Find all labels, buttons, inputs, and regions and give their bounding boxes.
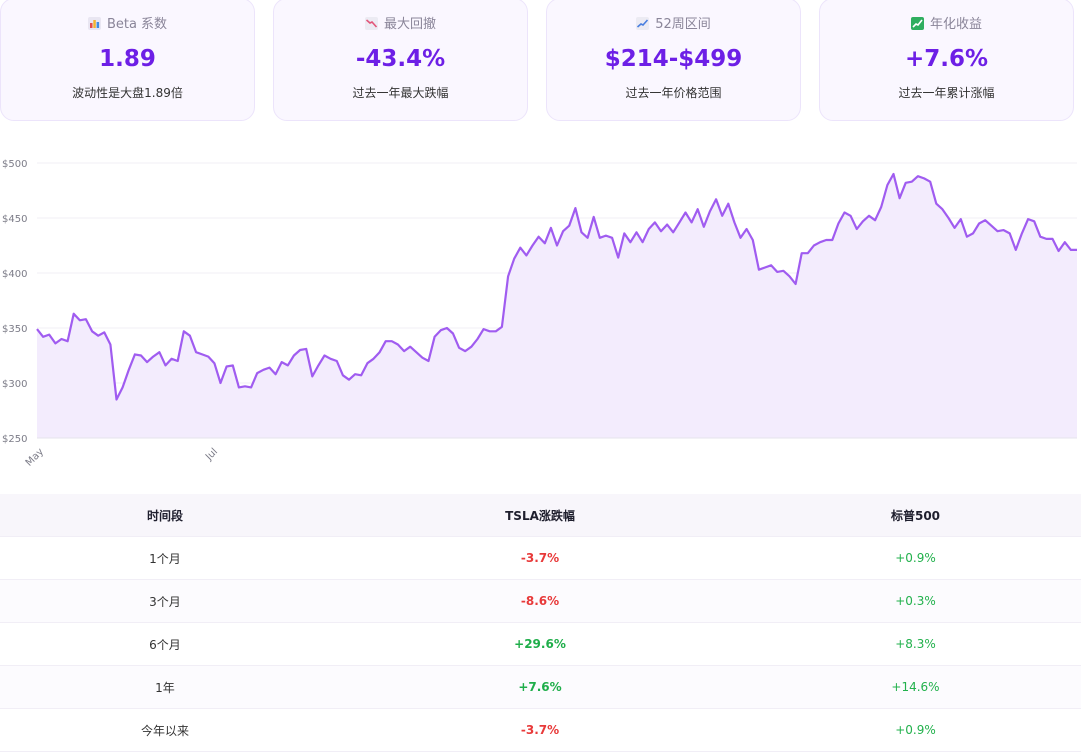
header-spx: 标普500 bbox=[890, 508, 941, 523]
y-tick-label: $300 bbox=[2, 379, 27, 390]
max-drawdown-card: 最大回撤 -43.4% 过去一年最大跌幅 bbox=[273, 0, 528, 121]
chart-increasing-icon bbox=[636, 17, 650, 30]
table-row: 1个月 -3.7% +0.9% bbox=[0, 537, 1081, 580]
table-header: 时间段 TSLA涨跌幅 标普500 bbox=[0, 494, 1081, 537]
chart-decreasing-icon bbox=[364, 17, 378, 30]
y-tick-label: $500 bbox=[2, 159, 27, 170]
price-chart: $500 $450 $400 $350 $300 $250 May Jul bbox=[0, 148, 1081, 478]
card-label: 52周区间 bbox=[655, 17, 711, 32]
price-area-fill bbox=[37, 174, 1077, 438]
x-tick-label: May bbox=[24, 446, 46, 468]
card-value: +7.6% bbox=[904, 46, 989, 72]
y-tick-label: $250 bbox=[2, 434, 27, 445]
x-tick-label: Jul bbox=[203, 446, 220, 463]
row-spx-change: +0.9% bbox=[895, 723, 936, 737]
row-period: 1个月 bbox=[149, 551, 181, 566]
chart-yen-icon bbox=[910, 17, 924, 30]
row-spx-change: +8.3% bbox=[895, 637, 936, 651]
annual-return-card: 年化收益 +7.6% 过去一年累计涨幅 bbox=[819, 0, 1074, 121]
card-sub: 波动性是大盘1.89倍 bbox=[72, 86, 183, 100]
table-row: 3个月 -8.6% +0.3% bbox=[0, 580, 1081, 623]
card-value: 1.89 bbox=[99, 46, 156, 72]
header-tsla: TSLA涨跌幅 bbox=[505, 508, 575, 523]
table-row: 今年以来 -3.7% +0.9% bbox=[0, 709, 1081, 752]
stats-cards: Beta 系数 1.89 波动性是大盘1.89倍 最大回撤 -43.4% 过去一… bbox=[0, 0, 1081, 122]
y-tick-label: $350 bbox=[2, 324, 27, 335]
row-period: 6个月 bbox=[149, 637, 181, 652]
card-value: $214-$499 bbox=[604, 46, 743, 72]
price-chart-svg: $500 $450 $400 $350 $300 $250 May Jul bbox=[2, 159, 1077, 469]
row-tsla-change: -3.7% bbox=[520, 551, 560, 565]
card-label: 年化收益 bbox=[929, 17, 982, 32]
beta-card: Beta 系数 1.89 波动性是大盘1.89倍 bbox=[0, 0, 255, 121]
y-tick-label: $450 bbox=[2, 214, 27, 225]
y-axis-ticks: $500 $450 $400 $350 $300 $250 bbox=[2, 159, 27, 445]
card-sub: 过去一年最大跌幅 bbox=[352, 86, 449, 100]
card-label: 最大回撤 bbox=[383, 17, 436, 32]
header-period: 时间段 bbox=[146, 508, 183, 523]
52-week-range-card: 52周区间 $214-$499 过去一年价格范围 bbox=[546, 0, 801, 121]
row-tsla-change: +29.6% bbox=[514, 637, 566, 651]
card-sub: 过去一年累计涨幅 bbox=[898, 86, 995, 100]
table-row: 6个月 +29.6% +8.3% bbox=[0, 623, 1081, 666]
x-axis-ticks: May Jul bbox=[24, 446, 220, 468]
bar-chart-icon bbox=[87, 17, 101, 30]
row-tsla-change: -8.6% bbox=[520, 594, 560, 608]
card-label: Beta 系数 bbox=[106, 17, 168, 32]
y-tick-label: $400 bbox=[2, 269, 27, 280]
row-tsla-change: -3.7% bbox=[520, 723, 560, 737]
row-spx-change: +0.3% bbox=[895, 594, 936, 608]
row-period: 今年以来 bbox=[140, 723, 189, 738]
row-tsla-change: +7.6% bbox=[518, 680, 562, 694]
card-value: -43.4% bbox=[355, 46, 446, 72]
card-sub: 过去一年价格范围 bbox=[625, 86, 722, 100]
table-row: 1年 +7.6% +14.6% bbox=[0, 666, 1081, 709]
row-period: 3个月 bbox=[149, 594, 181, 609]
price-line bbox=[36, 172, 1077, 401]
row-period: 1年 bbox=[155, 680, 175, 695]
row-spx-change: +0.9% bbox=[895, 551, 936, 565]
row-spx-change: +14.6% bbox=[891, 680, 940, 694]
performance-table: 时间段 TSLA涨跌幅 标普500 1个月 -3.7% +0.9% 3个月 -8… bbox=[0, 494, 1081, 752]
